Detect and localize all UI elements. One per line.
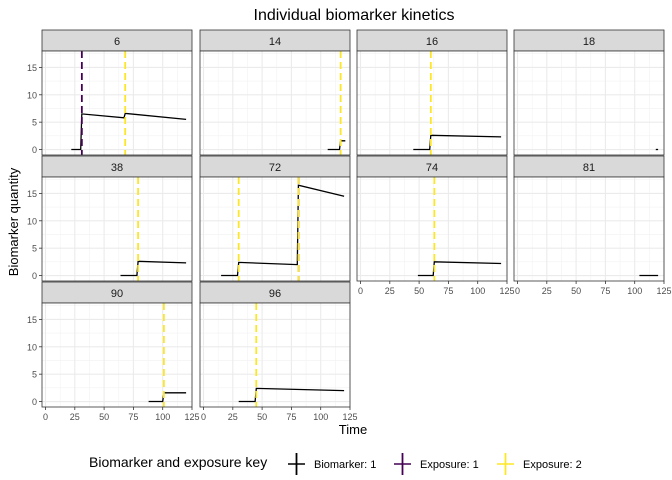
y-tick-label: 5 xyxy=(32,244,37,254)
x-tick-label: 25 xyxy=(70,412,80,422)
plot-bg-18 xyxy=(514,51,664,155)
panel-border-14 xyxy=(199,50,351,156)
x-tick-label: 25 xyxy=(385,286,395,296)
panel-74: 74 0 25 50 75 100 125 xyxy=(356,155,515,296)
y-tick-label: 15 xyxy=(27,189,37,199)
y-tick-label: 0 xyxy=(32,397,37,407)
panel-81: 81 0 25 50 75 100 125 xyxy=(513,155,672,296)
strip-label-14: 14 xyxy=(269,36,281,48)
x-tick-label: 0 xyxy=(201,412,206,422)
x-tick-label: 100 xyxy=(313,412,328,422)
panel-border-72 xyxy=(199,176,351,282)
biomarker-line-72-0 xyxy=(221,184,345,277)
chart-title: Individual biomarker kinetics xyxy=(254,7,455,24)
x-tick-label: 50 xyxy=(99,412,109,422)
legend-label: Exposure: 2 xyxy=(523,459,582,471)
y-tick-label: 0 xyxy=(32,145,37,155)
strip-label-72: 72 xyxy=(269,162,281,174)
legend: Biomarker and exposure key Biomarker: 1 E… xyxy=(89,453,582,475)
y-tick-label: 15 xyxy=(27,315,37,325)
x-tick-label: 50 xyxy=(257,412,267,422)
y-tick-label: 0 xyxy=(32,271,37,281)
x-tick-label: 50 xyxy=(414,286,424,296)
biomarker-line-6-0 xyxy=(71,112,187,151)
plot-bg-96 xyxy=(200,303,350,407)
plot-bg-74 xyxy=(357,177,507,281)
x-tick-label: 75 xyxy=(600,286,610,296)
x-tick-label: 100 xyxy=(627,286,642,296)
y-tick-label: 10 xyxy=(27,90,37,100)
panel-90: 90 0 5 10 15 0 25 50 75 100 125 xyxy=(27,281,200,422)
x-tick-label: 100 xyxy=(155,412,170,422)
panel-border-6 xyxy=(41,50,193,156)
strip-label-6: 6 xyxy=(114,36,120,48)
panel-border-74 xyxy=(356,176,508,282)
x-tick-label: 125 xyxy=(342,412,357,422)
panel-18: 18 xyxy=(513,29,665,156)
panel-border-18 xyxy=(513,50,665,156)
strip-label-18: 18 xyxy=(583,36,595,48)
x-tick-label: 75 xyxy=(286,412,296,422)
x-tick-label: 75 xyxy=(128,412,138,422)
plot-bg-38 xyxy=(42,177,192,281)
x-tick-label: 0 xyxy=(43,412,48,422)
legend-entry-1: Biomarker: 1 xyxy=(288,453,376,475)
plot-bg-14 xyxy=(200,51,350,155)
panel-6: 6 0 5 10 15 xyxy=(27,29,193,156)
y-axis-label: Biomarker quantity xyxy=(6,167,21,276)
panel-72: 72 xyxy=(199,155,351,282)
x-tick-label: 50 xyxy=(571,286,581,296)
panel-border-38 xyxy=(41,176,193,282)
x-tick-label: 75 xyxy=(443,286,453,296)
x-tick-label: 25 xyxy=(228,412,238,422)
legend-entry-3: Exposure: 2 xyxy=(497,453,582,475)
x-tick-label: 125 xyxy=(499,286,514,296)
plot-bg-16 xyxy=(357,51,507,155)
y-tick-label: 15 xyxy=(27,63,37,73)
strip-label-90: 90 xyxy=(111,288,123,300)
panel-14: 14 xyxy=(199,29,351,156)
x-tick-label: 25 xyxy=(542,286,552,296)
strip-label-16: 16 xyxy=(426,36,438,48)
panel-16: 16 xyxy=(356,29,508,156)
panel-border-90 xyxy=(41,302,193,408)
x-tick-label: 0 xyxy=(358,286,363,296)
plot-bg-90 xyxy=(42,303,192,407)
strip-label-96: 96 xyxy=(269,288,281,300)
panel-96: 96 0 25 50 75 100 125 xyxy=(199,281,358,422)
plot-bg-81 xyxy=(514,177,664,281)
y-tick-label: 5 xyxy=(32,118,37,128)
legend-entries: Biomarker: 1 Exposure: 1 Exposure: 2 xyxy=(288,453,582,475)
y-tick-label: 10 xyxy=(27,216,37,226)
panel-border-81 xyxy=(513,176,665,282)
y-tick-label: 5 xyxy=(32,370,37,380)
y-tick-label: 10 xyxy=(27,342,37,352)
panel-border-16 xyxy=(356,50,508,156)
legend-label: Biomarker: 1 xyxy=(314,459,376,471)
legend-entry-2: Exposure: 1 xyxy=(394,453,479,475)
legend-label: Exposure: 1 xyxy=(420,459,479,471)
strip-label-38: 38 xyxy=(111,162,123,174)
strip-label-74: 74 xyxy=(426,162,438,174)
x-tick-label: 125 xyxy=(656,286,671,296)
x-tick-label: 0 xyxy=(515,286,520,296)
panel-border-96 xyxy=(199,302,351,408)
x-axis-label: Time xyxy=(339,422,367,437)
plot-bg-6 xyxy=(42,51,192,155)
strip-label-81: 81 xyxy=(583,162,595,174)
legend-title: Biomarker and exposure key xyxy=(89,454,267,470)
x-tick-label: 125 xyxy=(184,412,199,422)
panel-38: 38 0 5 10 15 xyxy=(27,155,193,282)
x-tick-label: 100 xyxy=(470,286,485,296)
